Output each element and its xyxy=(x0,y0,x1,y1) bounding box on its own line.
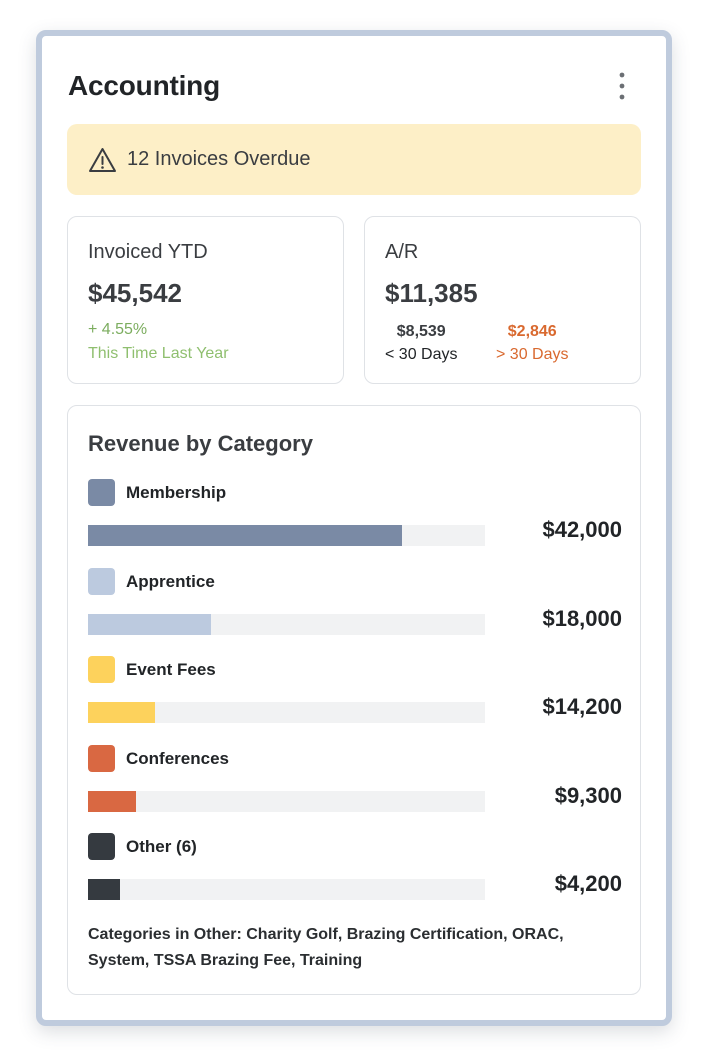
accounting-card: Accounting 12 Invoices Overdue Invoiced … xyxy=(42,36,666,1020)
category-label: Conferences xyxy=(126,749,229,768)
legend-swatch xyxy=(88,745,115,772)
bar-track xyxy=(88,614,485,635)
bar-track xyxy=(88,702,485,723)
category-amount: $42,000 xyxy=(542,517,622,542)
ar-over-30-label: > 30 Days xyxy=(496,346,569,363)
bar-fill xyxy=(88,614,211,635)
warning-triangle-icon xyxy=(88,147,117,173)
category-row: Other (6) $4,200 xyxy=(88,833,622,913)
category-label: Apprentice xyxy=(126,572,215,591)
ar-under-30-amount: $8,539 xyxy=(396,323,446,340)
invoiced-ytd-card: Invoiced YTD $45,542 + 4.55% This Time L… xyxy=(67,216,344,384)
ar-under-30: $8,539 < 30 Days xyxy=(385,321,457,367)
category-row: Apprentice $18,000 xyxy=(88,568,622,648)
revenue-title: Revenue by Category xyxy=(88,431,313,456)
invoiced-ytd-value: $45,542 xyxy=(88,278,182,308)
category-label: Event Fees xyxy=(126,660,216,679)
bar-track xyxy=(88,525,485,546)
category-amount: $18,000 xyxy=(542,606,622,631)
other-categories-footnote: Categories in Other: Charity Golf, Brazi… xyxy=(88,926,564,969)
legend-swatch xyxy=(88,568,115,595)
ar-over-30-amount: $2,846 xyxy=(507,323,557,340)
ar-value: $11,385 xyxy=(385,278,478,308)
category-label: Membership xyxy=(126,483,227,502)
invoiced-delta-caption: This Time Last Year xyxy=(88,345,229,362)
more-options-icon[interactable] xyxy=(610,70,634,102)
card-title: Accounting xyxy=(68,70,220,101)
ar-under-30-label: < 30 Days xyxy=(385,346,458,363)
category-label: Other (6) xyxy=(126,837,197,856)
bar-fill xyxy=(88,879,120,900)
category-amount: $14,200 xyxy=(542,694,622,719)
category-amount: $9,300 xyxy=(554,783,622,808)
alert-text: 12 Invoices Overdue xyxy=(127,148,311,170)
legend-swatch xyxy=(88,479,115,506)
ar-label: A/R xyxy=(385,241,419,263)
category-row: Event Fees $14,200 xyxy=(88,656,622,736)
bar-fill xyxy=(88,525,402,546)
bar-track xyxy=(88,791,485,812)
category-row: Membership $42,000 xyxy=(88,479,622,559)
bar-fill xyxy=(88,791,136,812)
category-amount: $4,200 xyxy=(554,871,622,896)
legend-swatch xyxy=(88,833,115,860)
bar-fill xyxy=(88,702,155,723)
category-row: Conferences $9,300 xyxy=(88,745,622,825)
invoiced-delta: + 4.55% xyxy=(88,321,148,338)
accounting-widget-frame: Accounting 12 Invoices Overdue Invoiced … xyxy=(36,30,672,1026)
ar-over-30: $2,846 > 30 Days xyxy=(496,321,568,367)
invoiced-ytd-label: Invoiced YTD xyxy=(88,241,208,263)
bar-track xyxy=(88,879,485,900)
overdue-invoices-alert[interactable]: 12 Invoices Overdue xyxy=(67,124,641,195)
legend-swatch xyxy=(88,656,115,683)
accounts-receivable-card: A/R $11,385 $8,539 < 30 Days $2,846 > 30… xyxy=(364,216,641,384)
revenue-by-category-card: Revenue by Category Membership $42,000 App… xyxy=(67,405,641,995)
